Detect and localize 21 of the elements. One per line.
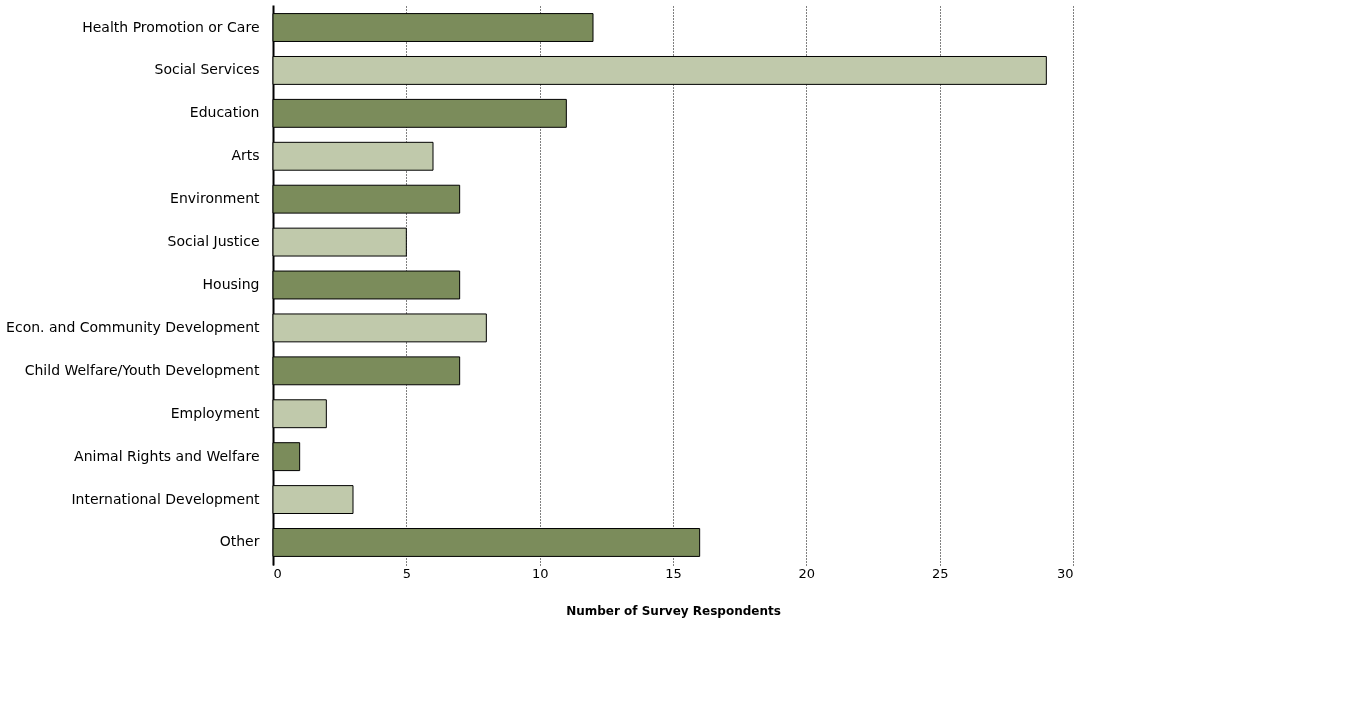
x-tick-label: 20 xyxy=(798,565,816,581)
y-tick-label: Child Welfare/Youth Development xyxy=(24,361,260,378)
y-tick-label: Education xyxy=(189,104,260,121)
y-tick-label: Econ. and Community Development xyxy=(6,318,260,335)
y-tick-label: Employment xyxy=(170,404,260,421)
x-tick-label: 30 xyxy=(1056,565,1074,581)
y-tick-label: Health Promotion or Care xyxy=(82,18,260,35)
y-tick-label: Environment xyxy=(170,190,260,207)
y-tick-label: Housing xyxy=(202,276,260,292)
y-tick-label: Arts xyxy=(231,147,260,164)
x-tick-label: 0 xyxy=(273,565,282,581)
y-tick-label: International Development xyxy=(71,490,260,507)
y-tick-label: Social Services xyxy=(154,61,260,78)
x-tick-label: 15 xyxy=(665,565,682,581)
y-tick-label: Other xyxy=(219,533,260,550)
y-tick-label: Social Justice xyxy=(167,233,260,250)
x-tick-label: 5 xyxy=(402,565,411,581)
x-tick-label: 25 xyxy=(931,565,949,581)
x-axis-title: Number of Survey Respondents xyxy=(566,603,781,618)
x-tick-label: 10 xyxy=(531,565,549,581)
y-tick-label: Animal Rights and Welfare xyxy=(74,447,260,464)
